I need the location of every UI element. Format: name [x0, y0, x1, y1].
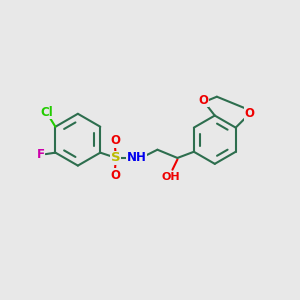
Text: O: O	[198, 94, 208, 107]
Text: O: O	[245, 107, 255, 120]
Text: S: S	[111, 152, 120, 164]
Text: NH: NH	[127, 152, 147, 164]
Text: OH: OH	[162, 172, 180, 182]
Text: O: O	[110, 134, 120, 147]
Text: F: F	[37, 148, 45, 160]
Text: O: O	[110, 169, 120, 182]
Text: Cl: Cl	[41, 106, 54, 118]
